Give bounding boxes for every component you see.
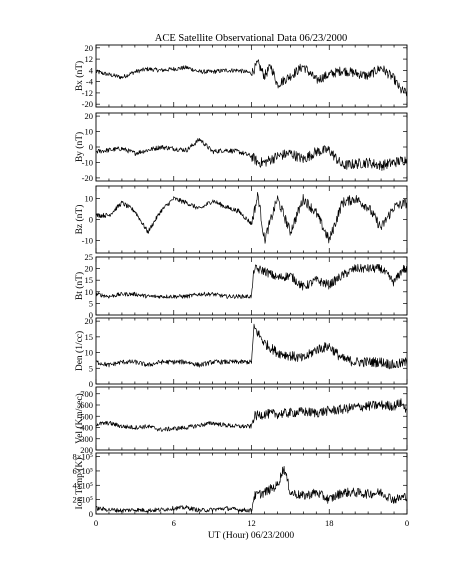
y-tick-label: 0	[89, 379, 93, 389]
y-tick-label: 4	[89, 65, 94, 75]
y-tick-label: 400	[80, 423, 93, 433]
y-tick-label: -12	[82, 88, 93, 98]
y-tick-label: 6×10⁵	[72, 466, 93, 476]
x-tick-label: 12	[247, 518, 256, 528]
panel-frame	[95, 317, 408, 385]
y-tick-label: -10	[82, 235, 93, 245]
y-tick-label: 20	[85, 316, 94, 326]
y-tick-label: 0	[89, 310, 93, 320]
panel-frame	[95, 185, 408, 254]
y-tick-label: 20	[85, 43, 94, 53]
series-line	[96, 138, 407, 171]
y-tick-label: 10	[85, 127, 94, 137]
x-tick-label: 18	[325, 518, 334, 528]
y-tick-label: 200	[80, 445, 93, 455]
y-tick-label: 10	[85, 287, 94, 297]
y-axis-label: Vel (Km/sec)	[74, 393, 85, 443]
x-axis-label: UT (Hour) 06/23/2000	[208, 530, 295, 541]
panel-frame	[95, 386, 408, 451]
y-tick-label: 10	[85, 348, 94, 358]
y-tick-label: -10	[82, 157, 93, 167]
series-line	[96, 398, 407, 432]
y-axis-label: Bx (nT)	[74, 61, 85, 91]
y-tick-label: 8×10⁵	[72, 452, 93, 462]
y-axis-label: By (nT)	[74, 132, 85, 162]
y-tick-label: 12	[85, 54, 94, 64]
y-axis-label: Bz (nT)	[74, 205, 85, 235]
y-tick-label: 0	[89, 142, 93, 152]
y-tick-label: 20	[85, 111, 94, 121]
chart-title: ACE Satellite Observational Data 06/23/2…	[155, 33, 347, 44]
y-tick-label: -20	[82, 99, 93, 109]
y-axis-label: Den (1/cc)	[74, 331, 85, 371]
y-tick-label: 20	[85, 264, 94, 274]
panel-frame	[95, 112, 408, 182]
series-line	[96, 323, 407, 370]
y-tick-label: 0	[89, 215, 93, 225]
y-tick-label: -20	[82, 173, 93, 183]
y-tick-label: 700	[80, 389, 93, 399]
y-tick-label: 10	[85, 194, 94, 204]
y-tick-label: 15	[85, 275, 94, 285]
series-line	[96, 59, 407, 97]
y-tick-label: 500	[80, 411, 93, 421]
panel-5: 20 15 10 5 0 Den (1/cc)	[74, 316, 408, 389]
series-line	[96, 263, 407, 299]
y-tick-label: 25	[85, 252, 94, 262]
y-tick-label: 300	[80, 434, 93, 444]
y-tick-label: -4	[86, 77, 94, 87]
y-tick-label: 5	[89, 363, 93, 373]
x-tick-label: 6	[172, 518, 176, 528]
y-tick-label: 4×10⁵	[72, 480, 93, 490]
x-tick-label: 0	[405, 518, 409, 528]
y-tick-label: 600	[80, 400, 93, 410]
series-line	[96, 191, 407, 244]
y-tick-label: 5	[89, 298, 93, 308]
panel-2: 20 10 0 -10 -20 By (nT)	[74, 111, 408, 183]
panel-frame	[95, 452, 408, 515]
y-tick-label: 0	[89, 509, 93, 519]
y-axis-label: Bt (nT)	[74, 272, 85, 300]
y-tick-label: 2×10⁵	[72, 495, 93, 505]
x-tick-label: 0	[94, 518, 98, 528]
y-axis-label: Ion Temp (K)	[74, 458, 85, 510]
panel-7: 8×10⁵ 6×10⁵ 4×10⁵ 2×10⁵ 0 Ion Temp (K)	[72, 452, 408, 519]
y-tick-label: 15	[85, 332, 94, 342]
series-line	[96, 466, 407, 513]
